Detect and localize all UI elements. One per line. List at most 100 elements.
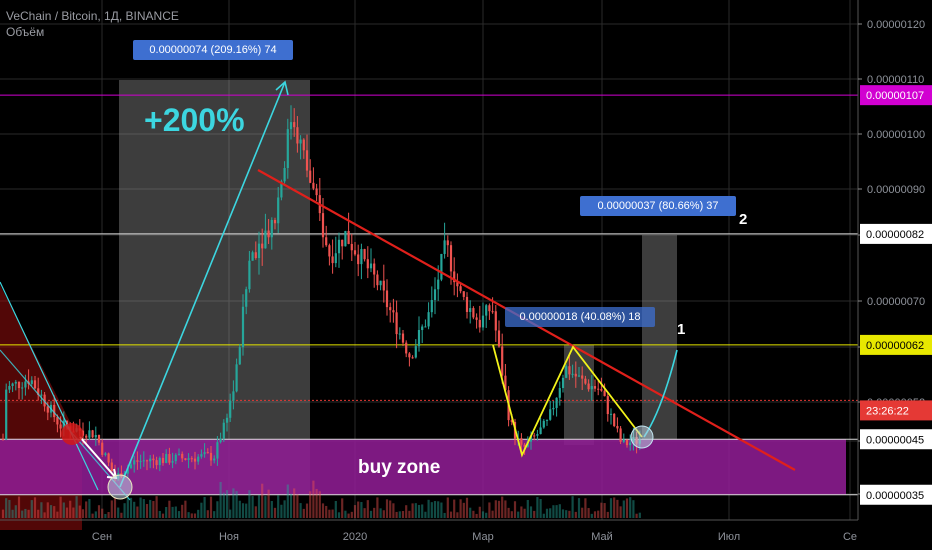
candle-body	[625, 439, 629, 446]
volume-bar	[241, 503, 245, 518]
candle-body	[497, 330, 501, 347]
candle-body	[222, 422, 225, 439]
volume-bar	[350, 511, 353, 518]
volume-bar	[427, 499, 430, 518]
chart-header: VeChain / Bitcoin, 1Д, BINANCE Объём	[6, 8, 179, 40]
volume-bar	[8, 499, 11, 518]
volume-bar	[248, 490, 251, 518]
candle-body	[421, 326, 424, 331]
volume-bar	[369, 510, 373, 518]
volume-bar	[344, 510, 347, 518]
volume-bar	[382, 510, 385, 518]
candle-body	[53, 404, 56, 418]
volume-bar	[219, 482, 222, 518]
candle-body	[408, 353, 411, 358]
candle-body	[225, 417, 229, 423]
candle-body	[613, 413, 616, 427]
volume-bar	[69, 500, 72, 518]
volume-bar	[101, 508, 104, 518]
candle-body	[469, 308, 472, 312]
candle-body	[325, 237, 328, 246]
candle-body	[257, 243, 261, 259]
candle-body	[606, 396, 609, 415]
candle-body	[241, 306, 245, 348]
volume-bar	[312, 480, 315, 518]
volume-bar	[245, 503, 248, 518]
candle-body	[581, 375, 584, 379]
candle-body	[21, 387, 24, 389]
candle-body	[213, 458, 216, 461]
candle-body	[174, 454, 177, 462]
candle-body	[373, 263, 376, 275]
candle-body	[107, 453, 110, 463]
volume-bar	[549, 508, 552, 518]
candle-body	[289, 122, 293, 130]
candle-body	[261, 243, 264, 249]
candle-body	[430, 300, 433, 313]
volume-bar	[629, 497, 632, 518]
candle-body	[149, 458, 152, 462]
volume-bar	[254, 506, 257, 518]
volume-bar	[302, 508, 305, 518]
candle-body	[379, 280, 382, 286]
volume-bar	[414, 503, 417, 518]
volume-bar	[104, 513, 107, 518]
volume-bar	[485, 512, 488, 518]
volume-bar	[14, 505, 17, 518]
volume-bar	[408, 510, 411, 518]
volume-bar	[110, 500, 113, 518]
candle-body	[389, 307, 392, 311]
volume-bar	[168, 500, 171, 518]
price-badge-045: 0.00000045	[866, 434, 924, 446]
candle-body	[101, 442, 104, 455]
candle-body	[184, 458, 187, 460]
candle-body	[277, 197, 280, 224]
candle-body	[267, 230, 270, 238]
volume-bar	[328, 509, 331, 518]
volume-bar	[635, 513, 638, 518]
volume-bar	[21, 510, 24, 518]
volume-bar	[251, 496, 254, 518]
volume-bar	[440, 502, 443, 518]
candle-body	[171, 461, 174, 463]
volume-bar	[363, 508, 366, 518]
candle-body	[360, 249, 363, 265]
price-badge-045-bg	[860, 429, 932, 450]
volume-bar	[1, 509, 5, 518]
volume-bar	[606, 511, 609, 518]
candle-body	[446, 240, 449, 246]
candle-body	[161, 457, 165, 463]
volume-bar	[270, 501, 273, 518]
candle-body	[427, 312, 430, 327]
candle-body	[478, 319, 481, 328]
candle-body	[46, 406, 49, 413]
entry-arrow	[79, 436, 117, 479]
volume-bar	[62, 502, 65, 518]
candle-body	[475, 317, 478, 320]
volume-bar	[453, 499, 456, 518]
volume-bar	[203, 496, 206, 518]
volume-bar	[65, 507, 69, 518]
volume-bar	[200, 502, 203, 518]
volume-bar	[587, 508, 590, 518]
candle-body	[40, 394, 43, 396]
candle-body	[129, 464, 133, 469]
volume-bar	[449, 511, 453, 518]
volume-bar	[481, 511, 485, 518]
candle-body	[369, 263, 373, 269]
candle-body	[529, 435, 533, 442]
volume-bar	[405, 505, 408, 518]
candle-body	[501, 346, 504, 376]
volume-bar	[238, 500, 241, 518]
volume-bar	[552, 505, 555, 518]
volume-bar	[299, 503, 302, 518]
candle-body	[37, 388, 40, 395]
volume-bar	[43, 512, 46, 518]
volume-bar	[433, 501, 437, 518]
candle-body	[520, 438, 523, 445]
volume-bar	[581, 507, 584, 518]
volume-bar	[305, 503, 309, 518]
candle-body	[600, 388, 603, 391]
volume-bar	[136, 506, 139, 518]
